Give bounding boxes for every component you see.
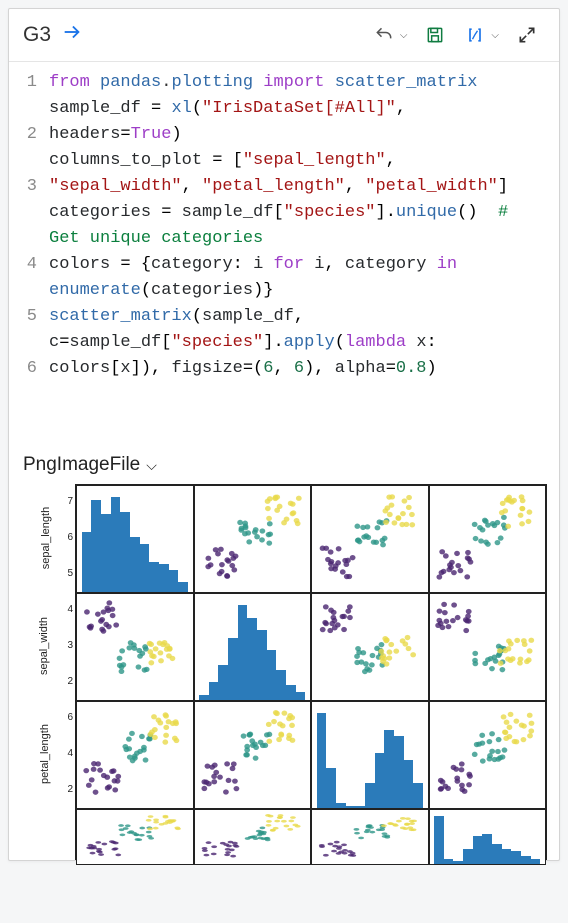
plot-cell bbox=[194, 701, 312, 809]
y-axis-labels: sepal_length765sepal_width432petal_lengt… bbox=[13, 484, 75, 860]
plot-cell bbox=[429, 809, 547, 865]
plot-cell bbox=[429, 701, 547, 809]
output-type-label: PngImageFile bbox=[23, 454, 140, 476]
output-header[interactable]: PngImageFile ⌵ bbox=[9, 446, 559, 480]
go-arrow-icon[interactable] bbox=[61, 21, 83, 49]
plot-cell bbox=[429, 593, 547, 701]
plot-grid bbox=[75, 484, 547, 860]
plot-cell bbox=[76, 701, 194, 809]
plot-cell bbox=[311, 701, 429, 809]
plot-output: sepal_length765sepal_width432petal_lengt… bbox=[9, 480, 559, 860]
expand-button[interactable] bbox=[509, 19, 545, 51]
plot-cell bbox=[76, 593, 194, 701]
plot-cell bbox=[194, 593, 312, 701]
plot-cell bbox=[194, 485, 312, 593]
reference-dropdown-icon[interactable]: ⌵ bbox=[491, 30, 499, 41]
plot-cell bbox=[429, 485, 547, 593]
plot-cell bbox=[311, 485, 429, 593]
code-content[interactable]: from pandas.plotting import scatter_matr… bbox=[49, 70, 559, 434]
reference-button[interactable] bbox=[457, 19, 493, 51]
editor-panel: G3 ⌵ ⌵ 123456 from pandas.plotting impor… bbox=[8, 8, 560, 861]
cell-reference: G3 bbox=[23, 23, 51, 47]
scatter-matrix: sepal_length765sepal_width432petal_lengt… bbox=[13, 480, 551, 860]
plot-cell bbox=[76, 809, 194, 865]
chevron-down-icon[interactable]: ⌵ bbox=[146, 457, 157, 474]
save-button[interactable] bbox=[417, 19, 453, 51]
plot-cell bbox=[311, 809, 429, 865]
formula-header: G3 ⌵ ⌵ bbox=[9, 9, 559, 62]
code-editor[interactable]: 123456 from pandas.plotting import scatt… bbox=[9, 62, 559, 446]
line-gutter: 123456 bbox=[9, 70, 49, 434]
undo-button[interactable] bbox=[366, 19, 402, 51]
plot-cell bbox=[76, 485, 194, 593]
undo-dropdown-icon[interactable]: ⌵ bbox=[400, 30, 408, 41]
plot-cell bbox=[194, 809, 312, 865]
undo-group: ⌵ bbox=[362, 19, 414, 51]
plot-cell bbox=[311, 593, 429, 701]
